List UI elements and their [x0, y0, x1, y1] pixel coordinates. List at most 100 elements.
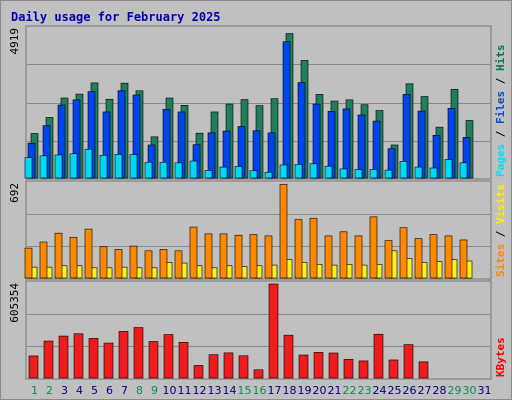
bar-kbytes-day-3 — [58, 335, 69, 379]
bar-sites-day-8 — [129, 245, 138, 279]
bar-kbytes-day-12 — [193, 365, 204, 379]
day-tick-label: 26 — [403, 384, 417, 397]
bar-kbytes-day-19 — [298, 354, 309, 379]
bar-pages-day-24 — [369, 169, 378, 179]
day-tick-label: 17 — [268, 384, 282, 397]
day-tick-label: 5 — [91, 384, 98, 397]
bar-kbytes-day-17 — [268, 283, 279, 379]
day-tick-label: 24 — [373, 384, 387, 397]
day-tick-label: 12 — [193, 384, 207, 397]
bar-kbytes-day-24 — [373, 333, 384, 379]
legend-hits: Hits — [494, 45, 507, 72]
day-tick-label: 1 — [31, 384, 38, 397]
panel-2-plot-area — [25, 180, 492, 280]
legend-separator: / — [494, 71, 507, 91]
bar-pages-day-2 — [39, 155, 48, 179]
bar-sites-day-20 — [309, 217, 318, 279]
day-tick-label: 2 — [46, 384, 53, 397]
bar-pages-day-12 — [189, 160, 198, 179]
bar-pages-day-13 — [204, 170, 213, 179]
day-tick-label: 11 — [178, 384, 192, 397]
day-tick-label: 19 — [298, 384, 312, 397]
bar-files-day-18 — [282, 41, 291, 179]
bar-pages-day-22 — [339, 168, 348, 179]
bar-sites-day-14 — [219, 233, 228, 279]
bar-files-day-19 — [297, 82, 306, 179]
bar-sites-day-16 — [249, 234, 258, 279]
bar-sites-day-17 — [264, 235, 273, 279]
panel-2-legend: Sites / Visits — [494, 184, 507, 277]
panel-2-max-label: 692 — [8, 183, 21, 203]
bar-sites-day-29 — [444, 235, 453, 279]
bar-pages-day-30 — [459, 162, 468, 179]
bar-sites-day-10 — [159, 249, 168, 279]
bar-sites-day-1 — [24, 247, 33, 279]
bar-pages-day-16 — [249, 170, 258, 179]
bar-pages-day-14 — [219, 166, 228, 179]
legend-separator: / — [494, 224, 507, 244]
bar-kbytes-day-13 — [208, 354, 219, 379]
bar-sites-day-13 — [204, 233, 213, 279]
bar-kbytes-day-6 — [103, 342, 114, 379]
day-tick-label: 9 — [151, 384, 158, 397]
day-tick-label: 10 — [163, 384, 177, 397]
bar-kbytes-day-20 — [313, 352, 324, 379]
bar-sites-day-21 — [324, 235, 333, 279]
bar-pages-day-26 — [399, 161, 408, 179]
bar-sites-day-7 — [114, 249, 123, 279]
day-tick-label: 22 — [343, 384, 357, 397]
bar-sites-day-6 — [99, 246, 108, 279]
panel-3-plot-area — [25, 280, 492, 380]
bar-kbytes-day-27 — [418, 361, 429, 379]
day-tick-label: 13 — [208, 384, 222, 397]
bar-sites-day-24 — [369, 216, 378, 279]
day-tick-label: 18 — [283, 384, 297, 397]
bar-pages-day-9 — [144, 161, 153, 179]
legend-kbytes: KBytes — [494, 337, 507, 377]
day-tick-label: 3 — [61, 384, 68, 397]
bar-pages-day-6 — [99, 154, 108, 179]
bar-sites-day-27 — [414, 238, 423, 279]
bar-pages-day-17 — [264, 171, 273, 179]
bar-sites-day-4 — [69, 236, 78, 279]
bar-kbytes-day-14 — [223, 352, 234, 379]
bar-sites-day-5 — [84, 228, 93, 279]
day-tick-label: 4 — [76, 384, 83, 397]
bar-sites-day-15 — [234, 234, 243, 279]
bar-kbytes-day-16 — [253, 369, 264, 379]
chart-title: Daily usage for February 2025 — [11, 10, 221, 24]
bar-files-day-17 — [267, 132, 276, 179]
day-tick-label: 28 — [433, 384, 447, 397]
bar-kbytes-day-4 — [73, 333, 84, 379]
bar-kbytes-day-7 — [118, 331, 129, 379]
bar-kbytes-day-21 — [328, 352, 339, 379]
bar-sites-day-26 — [399, 227, 408, 279]
bar-pages-day-23 — [354, 169, 363, 179]
bar-pages-day-10 — [159, 161, 168, 179]
day-tick-label: 21 — [328, 384, 342, 397]
bar-pages-day-4 — [69, 153, 78, 179]
bar-sites-day-12 — [189, 226, 198, 279]
bar-sites-day-28 — [429, 234, 438, 279]
bar-pages-day-15 — [234, 166, 243, 179]
bar-kbytes-day-15 — [238, 355, 249, 379]
bar-sites-day-9 — [144, 250, 153, 279]
bar-files-day-23 — [357, 114, 366, 179]
bar-pages-day-29 — [444, 159, 453, 179]
bar-kbytes-day-22 — [343, 359, 354, 379]
bar-sites-day-11 — [174, 250, 183, 279]
bar-files-day-22 — [342, 108, 351, 179]
bar-pages-day-25 — [384, 169, 393, 179]
bar-kbytes-day-25 — [388, 359, 399, 379]
day-tick-label: 27 — [418, 384, 432, 397]
day-tick-label: 6 — [106, 384, 113, 397]
bar-kbytes-day-2 — [43, 340, 54, 379]
bar-kbytes-day-8 — [133, 327, 144, 379]
bar-kbytes-day-5 — [88, 338, 99, 379]
bar-kbytes-day-18 — [283, 334, 294, 379]
bar-pages-day-8 — [129, 154, 138, 179]
day-tick-label: 15 — [238, 384, 252, 397]
bar-sites-day-19 — [294, 219, 303, 279]
